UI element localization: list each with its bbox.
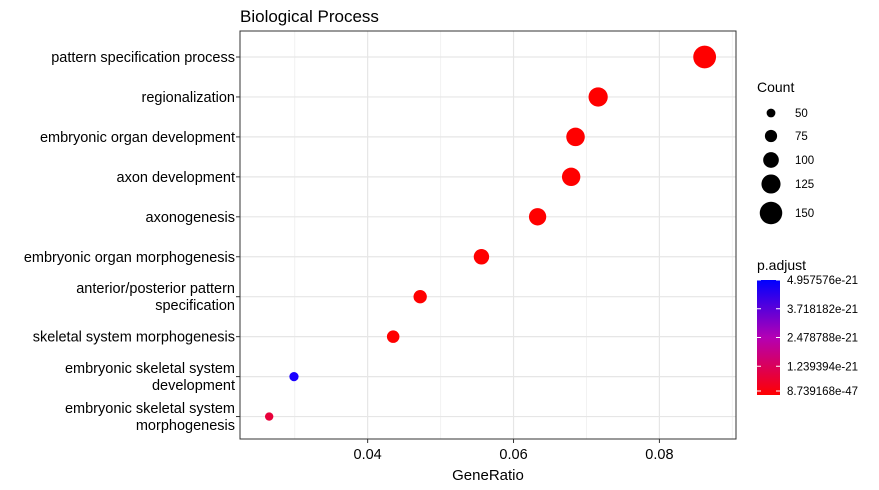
plot-panel-border	[239, 30, 737, 440]
y-axis-tick-label-line: embryonic skeletal system	[65, 361, 235, 377]
count-legend-title: Count	[757, 79, 794, 95]
p-adjust-legend: p.adjust 4.957576e-21 3.718182e-21 2.47878…	[757, 257, 858, 398]
y-axis-tick-label-line: specification	[155, 298, 235, 314]
count-legend-dot	[761, 174, 781, 194]
y-axis-tick-label: anterior/posterior pattern specification	[76, 281, 235, 314]
y-axis-tick-label-line: anterior/posterior pattern	[76, 281, 235, 297]
count-legend-label: 125	[795, 179, 814, 191]
data-point	[561, 167, 581, 187]
y-axis-tick-label: skeletal system morphogenesis	[33, 330, 235, 346]
chart-title: Biological Process	[240, 7, 379, 26]
p-adjust-legend-label: 1.239394e-21	[787, 361, 858, 373]
y-axis-tick-label: embryonic skeletal system morphogenesis	[65, 401, 235, 434]
data-point	[386, 330, 400, 343]
count-legend-dot	[759, 201, 783, 225]
count-legend-label: 50	[795, 108, 808, 120]
data-point	[566, 127, 585, 147]
x-axis: 0.04 0.06 0.08	[354, 439, 674, 463]
data-point	[264, 412, 274, 421]
data-point	[289, 371, 299, 382]
y-axis-tick-label-line: development	[152, 378, 235, 394]
y-axis-tick-label: axonogenesis	[146, 210, 236, 226]
count-legend-dot	[766, 108, 776, 118]
y-axis-tick-label-line: morphogenesis	[136, 418, 235, 434]
y-axis-tick-label-line: embryonic skeletal system	[65, 401, 235, 417]
y-axis-tick-label: embryonic organ development	[40, 130, 235, 146]
x-axis-tick-label: 0.06	[499, 447, 527, 463]
count-legend-label: 100	[795, 155, 814, 167]
p-adjust-colorbar	[757, 280, 780, 395]
y-axis-tick-label: pattern specification process	[51, 50, 235, 66]
p-adjust-legend-label: 8.739168e-47	[787, 386, 858, 398]
count-legend-dot	[764, 129, 778, 143]
count-legend-label: 75	[795, 131, 808, 143]
y-axis-tick-label-line: embryonic organ morphogenesis	[24, 250, 235, 266]
x-axis-tick-label: 0.04	[354, 447, 382, 463]
y-axis-tick-label-line: pattern specification process	[51, 50, 235, 66]
y-axis-tick-label: regionalization	[141, 90, 235, 106]
x-axis-title: GeneRatio	[452, 467, 524, 484]
y-axis-tick-label-line: embryonic organ development	[40, 130, 235, 146]
y-axis-tick-label: axon development	[117, 170, 236, 186]
data-point	[588, 87, 608, 107]
y-axis-tick-label-line: axonogenesis	[146, 210, 236, 226]
y-axis-tick-labels: pattern specification process regionaliza…	[24, 50, 240, 434]
data-point	[473, 249, 490, 265]
p-adjust-legend-label: 3.718182e-21	[787, 304, 858, 316]
y-axis-tick-label-line: regionalization	[141, 90, 235, 106]
data-points	[264, 45, 717, 421]
count-legend: Count 50 75 100 125 150	[757, 79, 814, 225]
y-axis-tick-label-line: skeletal system morphogenesis	[33, 330, 235, 346]
plot-panel	[240, 31, 736, 439]
count-legend-dot	[763, 152, 779, 168]
p-adjust-legend-label: 2.478788e-21	[787, 333, 858, 345]
p-adjust-legend-label: 4.957576e-21	[787, 275, 858, 287]
y-axis-tick-label: embryonic skeletal system development	[65, 361, 235, 394]
data-point	[693, 45, 717, 69]
y-axis-tick-label: embryonic organ morphogenesis	[24, 250, 235, 266]
y-axis-tick-label-line: axon development	[117, 170, 236, 186]
data-point	[413, 290, 427, 304]
x-axis-tick-label: 0.08	[645, 447, 673, 463]
p-adjust-legend-title: p.adjust	[757, 257, 806, 273]
count-legend-label: 150	[795, 208, 814, 220]
data-point	[528, 208, 547, 226]
